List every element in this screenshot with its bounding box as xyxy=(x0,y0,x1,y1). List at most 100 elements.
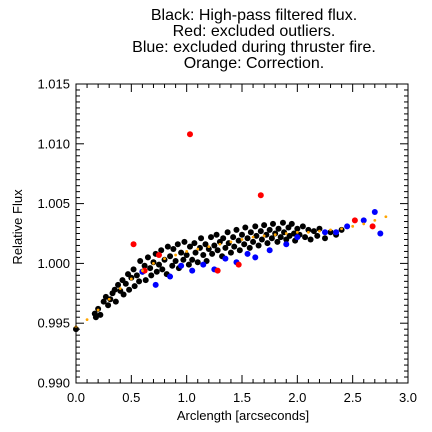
high_pass-point-76 xyxy=(233,226,240,233)
axis-ticks xyxy=(75,83,409,384)
high_pass-point-36 xyxy=(159,266,166,273)
correction-point-25 xyxy=(351,224,355,228)
correction-point-13 xyxy=(218,242,222,246)
high_pass-point-115 xyxy=(310,228,317,235)
correction-point-5 xyxy=(129,277,133,281)
thruster-point-17 xyxy=(360,217,367,224)
correction-point-28 xyxy=(384,215,388,219)
high_pass-point-26 xyxy=(141,262,148,269)
high_pass-point-44 xyxy=(174,241,181,248)
x-tick-label-4: 2.0 xyxy=(288,390,306,405)
thruster-point-18 xyxy=(371,208,378,215)
outliers-point-5 xyxy=(214,267,221,274)
high_pass-point-30 xyxy=(148,272,155,279)
high_pass-point-95 xyxy=(268,235,275,242)
high_pass-point-73 xyxy=(227,249,234,256)
high_pass-point-49 xyxy=(183,252,190,259)
thruster-point-13 xyxy=(294,234,301,241)
high_pass-point-2 xyxy=(92,314,99,321)
high_pass-point-33 xyxy=(153,268,160,275)
correction-point-11 xyxy=(196,247,200,251)
high_pass-point-58 xyxy=(200,252,207,259)
y-axis-label: Relative Flux xyxy=(10,189,25,265)
high_pass-point-63 xyxy=(209,250,216,257)
correction-point-21 xyxy=(307,230,310,234)
high_pass-point-20 xyxy=(130,266,137,273)
high_pass-point-84 xyxy=(247,229,254,236)
x-axis-label: Arclength [arcseconds] xyxy=(177,408,309,423)
high_pass-point-24 xyxy=(137,258,144,265)
high_pass-point-59 xyxy=(202,241,209,248)
high_pass-point-4 xyxy=(97,311,104,318)
y-tick-label-0: 0.990 xyxy=(37,376,70,391)
correction-point-23 xyxy=(329,228,332,232)
outliers-point-3 xyxy=(156,252,162,259)
high_pass-point-62 xyxy=(208,234,215,241)
high_pass-point-21 xyxy=(131,283,138,290)
high_pass-point-57 xyxy=(198,235,205,242)
high_pass-point-78 xyxy=(236,247,243,254)
high_pass-point-34 xyxy=(156,261,162,268)
thruster-point-3 xyxy=(178,262,185,269)
title-line-1: Black: High-pass filtered flux. xyxy=(151,7,357,24)
y-tick-label-4: 1.010 xyxy=(37,136,70,151)
correction-point-1 xyxy=(85,318,89,322)
high_pass-point-27 xyxy=(142,277,149,284)
high_pass-point-5 xyxy=(100,298,107,305)
high_pass-point-35 xyxy=(158,247,165,254)
high_pass-point-50 xyxy=(185,261,192,268)
high_pass-point-90 xyxy=(258,236,265,243)
high_pass-point-99 xyxy=(275,225,282,232)
high_pass-point-70 xyxy=(222,244,229,251)
high_pass-point-116 xyxy=(314,232,321,239)
high_pass-point-41 xyxy=(169,262,176,269)
thruster-point-5 xyxy=(200,261,207,268)
high_pass-point-18 xyxy=(126,286,133,293)
correction-point-19 xyxy=(284,232,288,235)
high_pass-point-40 xyxy=(167,253,174,260)
high_pass-point-43 xyxy=(172,258,179,265)
plot-marks xyxy=(73,131,388,333)
high_pass-point-61 xyxy=(205,246,212,253)
correction-point-15 xyxy=(240,238,244,241)
high_pass-point-48 xyxy=(181,238,188,245)
high_pass-point-89 xyxy=(257,228,264,235)
high_pass-point-86 xyxy=(252,223,259,230)
correction-point-9 xyxy=(174,253,178,257)
outliers-point-2 xyxy=(130,241,137,248)
correction-point-27 xyxy=(373,218,377,222)
high_pass-point-87 xyxy=(253,232,260,239)
high_pass-point-114 xyxy=(307,236,314,243)
x-tick-label-5: 2.5 xyxy=(344,390,362,405)
thruster-point-2 xyxy=(167,273,174,280)
correction-point-22 xyxy=(318,229,321,233)
high_pass-point-28 xyxy=(144,254,151,261)
high_pass-point-82 xyxy=(244,235,251,242)
high_pass-point-91 xyxy=(261,222,268,229)
high_pass-point-94 xyxy=(266,226,273,233)
correction-point-10 xyxy=(185,250,189,253)
high_pass-point-65 xyxy=(213,231,220,238)
thruster-point-11 xyxy=(266,247,273,254)
high_pass-point-15 xyxy=(120,291,127,298)
high_pass-point-12 xyxy=(115,281,122,288)
x-tick-label-0: 0.0 xyxy=(67,390,85,405)
high_pass-point-11 xyxy=(112,298,119,305)
high_pass-point-53 xyxy=(191,240,198,247)
high_pass-point-113 xyxy=(305,226,312,233)
correction-point-3 xyxy=(107,297,111,301)
high_pass-point-16 xyxy=(122,280,129,287)
high_pass-point-47 xyxy=(180,256,187,263)
high_pass-point-111 xyxy=(299,223,306,230)
high_pass-point-71 xyxy=(224,229,231,236)
high_pass-point-106 xyxy=(288,220,295,227)
correction-point-20 xyxy=(295,230,299,234)
outliers-point-7 xyxy=(351,217,358,224)
high_pass-point-10 xyxy=(111,286,118,293)
thruster-point-12 xyxy=(283,241,290,248)
high_pass-point-100 xyxy=(277,234,284,241)
title-line-2: Red: excluded outliers. xyxy=(173,23,336,40)
high_pass-point-83 xyxy=(246,244,253,251)
high_pass-point-52 xyxy=(189,256,196,263)
